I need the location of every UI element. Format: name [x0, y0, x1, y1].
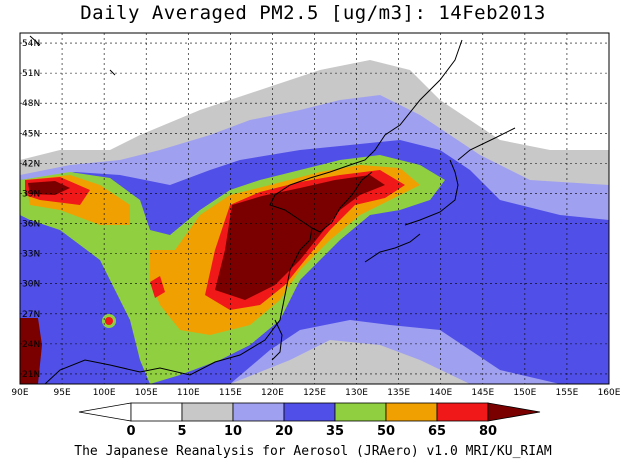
- colorbar-high-arrow: [487, 402, 541, 422]
- lat-tick-label: 45N: [22, 129, 40, 139]
- lat-tick-label: 42N: [22, 159, 40, 169]
- lat-tick-label: 30N: [22, 280, 40, 290]
- colorbar-segment: [385, 402, 438, 422]
- latitude-tick-labels: 21N 24N 27N 30N 33N 36N 39N 42N 45N 48N 51N 54N: [22, 39, 40, 380]
- colorbar-level-label: 20: [275, 424, 293, 439]
- lat-tick-label: 48N: [22, 99, 40, 109]
- colorbar-level-label: 0: [126, 424, 135, 439]
- lon-tick-label: 160E: [598, 388, 621, 398]
- lon-tick-label: 155E: [555, 388, 578, 398]
- colorbar-segment: [232, 402, 285, 422]
- colorbar-segment: [181, 402, 234, 422]
- lon-tick-label: 150E: [513, 388, 536, 398]
- lon-tick-label: 125E: [303, 388, 326, 398]
- lat-tick-label: 27N: [22, 310, 40, 320]
- colorbar-level-label: 50: [377, 424, 395, 439]
- colorbar-level-label: 35: [326, 424, 344, 439]
- colorbar-segment: [334, 402, 387, 422]
- colorbar-low-arrow: [78, 402, 132, 422]
- colorbar-segment: [436, 402, 489, 422]
- map-title: Daily Averaged PM2.5 [ug/m3]: 14Feb2013: [80, 2, 546, 24]
- lon-tick-label: 115E: [219, 388, 242, 398]
- colorbar-level-label: 65: [428, 424, 446, 439]
- colorbar-level-label: 10: [224, 424, 242, 439]
- lat-tick-label: 51N: [22, 69, 40, 79]
- lon-tick-label: 140E: [429, 388, 452, 398]
- lat-tick-label: 36N: [22, 220, 40, 230]
- lat-tick-label: 54N: [22, 39, 40, 49]
- lon-tick-label: 135E: [387, 388, 410, 398]
- lon-tick-label: 95E: [54, 388, 71, 398]
- lon-tick-label: 130E: [345, 388, 368, 398]
- colorbar: 0 5 10 20 35 50 65 80: [78, 402, 541, 439]
- lon-tick-label: 120E: [261, 388, 284, 398]
- lat-tick-label: 24N: [22, 340, 40, 350]
- level-over-80: [20, 175, 385, 384]
- lon-tick-label: 100E: [93, 388, 116, 398]
- colorbar-segment: [283, 402, 336, 422]
- graticule: [20, 33, 609, 384]
- plot-frame: [19, 32, 610, 385]
- lon-tick-label: 110E: [177, 388, 200, 398]
- lon-tick-label: 145E: [471, 388, 494, 398]
- colorbar-level-label: 80: [479, 424, 497, 439]
- lat-tick-label: 21N: [22, 370, 40, 380]
- lon-tick-label: 105E: [135, 388, 158, 398]
- colorbar-segment: [130, 402, 183, 422]
- footer-credit: The Japanese Reanalysis for Aerosol (JRA…: [74, 444, 552, 459]
- colorbar-level-label: 5: [177, 424, 186, 439]
- lon-tick-label: 90E: [11, 388, 28, 398]
- lat-tick-label: 33N: [22, 250, 40, 260]
- lat-tick-label: 39N: [22, 189, 40, 199]
- longitude-tick-labels: 90E 95E 100E 105E 110E 115E 120E 125E 130E 135E 14…: [11, 388, 620, 398]
